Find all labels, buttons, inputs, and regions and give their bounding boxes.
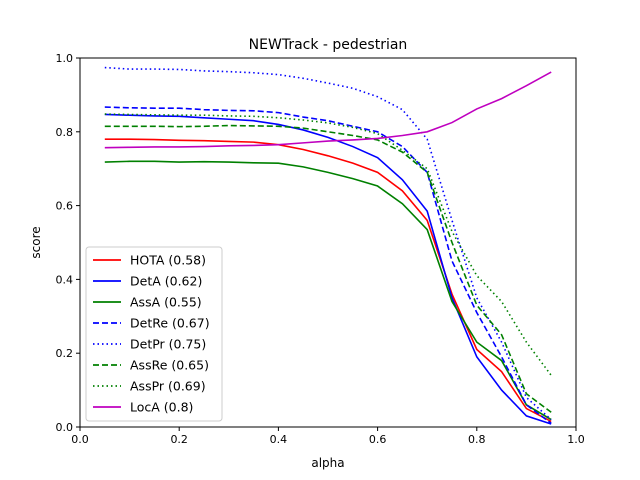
legend-label: AssPr (0.69) — [130, 379, 206, 394]
legend-label: DetA (0.62) — [130, 274, 202, 289]
y-tick-label: 0.2 — [56, 347, 74, 360]
legend: HOTA (0.58) DetA (0.62) AssA (0.55) DetRe (… — [85, 246, 223, 422]
series-line-deta-0-62 — [104, 113, 552, 425]
legend-label: AssRe (0.65) — [130, 358, 209, 373]
series-layer — [104, 66, 552, 425]
legend-label: AssA (0.55) — [130, 295, 202, 310]
y-tick-label: 0.0 — [56, 421, 74, 434]
x-tick-label: 0.0 — [71, 433, 89, 446]
y-tick-label: 1.0 — [56, 52, 74, 65]
series-line-assre-0-65 — [104, 124, 552, 413]
legend-label: DetPr (0.75) — [130, 337, 206, 352]
x-axis-ticks: 0.0 0.2 0.4 0.6 0.8 1.0 — [71, 427, 585, 446]
chart-title: NEWTrack - pedestrian — [249, 37, 408, 53]
y-axis-label: score — [29, 226, 43, 258]
x-tick-label: 1.0 — [567, 433, 585, 446]
y-tick-label: 0.8 — [56, 126, 74, 139]
series-line-detre-0-67 — [104, 106, 552, 424]
legend-label: LocA (0.8) — [130, 400, 193, 415]
x-tick-label: 0.4 — [270, 433, 288, 446]
plot-frame — [79, 57, 577, 428]
y-tick-label: 0.6 — [56, 200, 74, 213]
series-line-hota-0-58 — [104, 138, 552, 423]
series-line-assa-0-55 — [104, 160, 552, 421]
series-line-loca-0-8 — [104, 71, 552, 149]
legend-box — [85, 246, 223, 422]
x-tick-label: 0.6 — [369, 433, 387, 446]
legend-label: DetRe (0.67) — [130, 316, 210, 331]
y-axis-ticks: 0.0 0.2 0.4 0.6 0.8 1.0 — [56, 52, 80, 434]
x-tick-label: 0.8 — [468, 433, 486, 446]
legend-label: HOTA (0.58) — [130, 253, 206, 268]
x-tick-label: 0.2 — [170, 433, 188, 446]
y-tick-label: 0.4 — [56, 273, 74, 286]
x-axis-label: alpha — [311, 456, 344, 470]
